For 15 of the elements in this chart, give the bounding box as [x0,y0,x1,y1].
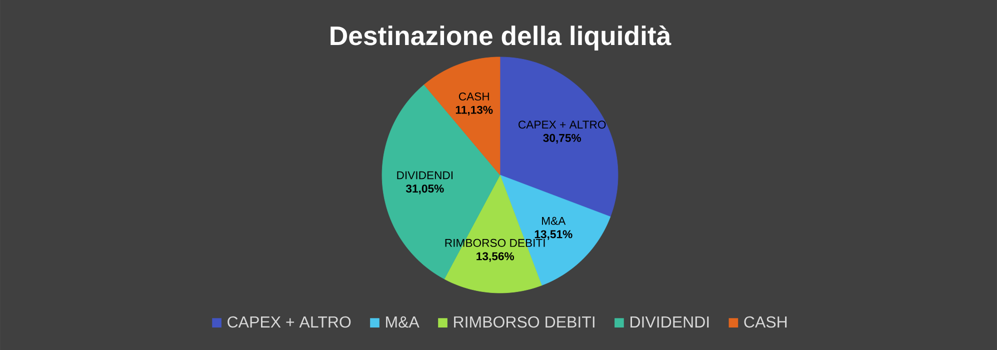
slice-label: CASH [458,92,489,101]
data-label: 30,75% [543,134,582,144]
legend-label: CAPEX + ALTRO [228,316,351,328]
legend-label: CASH [744,316,787,328]
slice-label: DIVIDENDI [397,171,453,180]
chart-title: Destinazione della liquidità [330,25,672,51]
slice-label: M&A [542,216,566,225]
data-label: 13,56% [476,252,514,262]
data-label: 31,05% [406,184,444,194]
legend-label: M&A [386,316,420,328]
data-label: 11,13% [456,106,493,116]
legend-label: RIMBORSO DEBITI [454,316,594,328]
slice-label: CAPEX + ALTRO [518,120,606,129]
data-label: 13,51% [534,230,572,240]
legend-label: DIVIDENDI [630,316,709,328]
